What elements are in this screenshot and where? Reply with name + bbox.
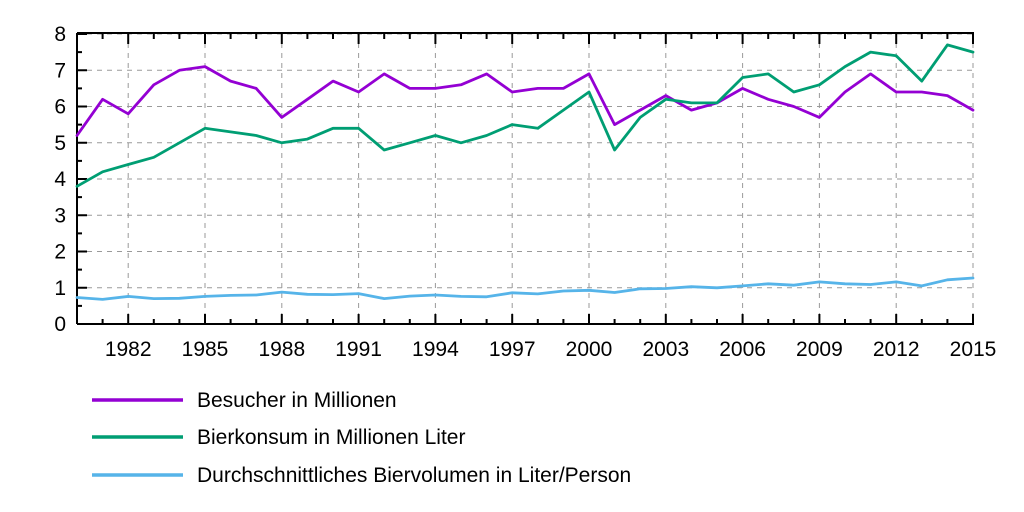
y-tick-label: 4 (54, 168, 66, 191)
y-tick-label: 0 (54, 313, 66, 336)
legend-item-bierkonsum: Bierkonsum in Millionen Liter (92, 426, 465, 449)
legend-label-bierkonsum: Bierkonsum in Millionen Liter (197, 426, 465, 449)
grid-lines (77, 33, 974, 324)
y-tick-labels: 0 1 2 3 4 5 6 7 8 (54, 23, 66, 336)
y-tick-label: 8 (54, 23, 66, 46)
x-tick-label: 2000 (566, 338, 613, 361)
x-tick-label: 1991 (335, 338, 382, 361)
y-tick-label: 1 (54, 277, 66, 300)
legend-label-biervolumen: Durchschnittliches Biervolumen in Liter/… (197, 464, 631, 487)
x-tick-label: 2012 (873, 338, 920, 361)
series-line-biervolumen (75, 276, 975, 301)
legend: Besucher in Millionen Bierkonsum in Mill… (92, 389, 631, 487)
legend-label-besucher: Besucher in Millionen (197, 389, 397, 412)
x-tick-label: 2015 (950, 338, 997, 361)
y-tick-label: 6 (54, 96, 66, 119)
series-line-bierkonsum (75, 43, 975, 188)
plot-border (76, 32, 974, 325)
x-tick-label: 2009 (796, 338, 843, 361)
x-tick-label: 2003 (642, 338, 689, 361)
x-tick-label: 1985 (182, 338, 229, 361)
x-tick-label: 1982 (105, 338, 152, 361)
y-tick-label: 7 (54, 59, 66, 82)
y-tick-label: 2 (54, 241, 66, 264)
legend-item-biervolumen: Durchschnittliches Biervolumen in Liter/… (92, 464, 631, 487)
x-tick-label: 1988 (258, 338, 305, 361)
y-tick-label: 5 (54, 132, 66, 155)
legend-item-besucher: Besucher in Millionen (92, 389, 397, 412)
x-tick-labels: 1982 1985 1988 1991 1994 1997 2000 2003 2006 2009… (105, 338, 997, 361)
x-tick-label: 1997 (489, 338, 536, 361)
data-series (75, 43, 975, 301)
x-tick-label: 2006 (719, 338, 766, 361)
y-tick-label: 3 (54, 204, 66, 227)
x-tick-label: 1994 (412, 338, 459, 361)
series-line-besucher (75, 65, 975, 137)
